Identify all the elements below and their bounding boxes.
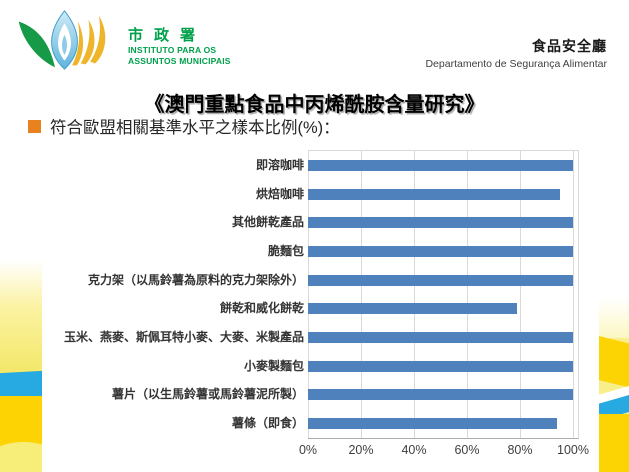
org-name-zh: 市政署 xyxy=(128,27,207,44)
department-name-pt: Departamento de Segurança Alimentar xyxy=(425,58,607,70)
org-name-block: 市政署 INSTITUTO PARA OS ASSUNTOS MUNICIPAI… xyxy=(128,24,231,66)
gridline xyxy=(467,151,468,438)
gridline xyxy=(414,151,415,438)
gridline xyxy=(308,151,309,438)
subtitle-text: 符合歐盟相關基準水平之樣本比例(%)： xyxy=(50,119,340,137)
bar xyxy=(308,159,573,171)
category-label: 薯條（即食） xyxy=(231,416,304,431)
gridline xyxy=(520,151,521,438)
bar xyxy=(308,274,573,286)
x-tick-label: 20% xyxy=(348,443,374,457)
category-label: 玉米、燕麥、斯佩耳特小麥、大麥、米製產品 xyxy=(63,330,304,345)
left-edge-decoration xyxy=(0,260,42,472)
plot-area xyxy=(308,150,579,439)
bar xyxy=(308,332,573,344)
bar xyxy=(308,389,573,401)
right-decoration-gold-bottom xyxy=(599,414,629,472)
org-name-pt: INSTITUTO PARA OS ASSUNTOS MUNICIPAIS xyxy=(128,45,231,66)
department-name-zh: 食品安全廳 xyxy=(532,38,607,54)
department-block: 食品安全廳 Departamento de Segurança Alimenta… xyxy=(425,36,607,70)
category-label: 其他餅乾產品 xyxy=(231,215,304,230)
x-tick-label: 80% xyxy=(507,443,533,457)
bar xyxy=(308,303,518,315)
category-label: 薯片（以生馬鈴薯或馬鈴薯泥所製） xyxy=(111,387,304,402)
category-label: 即溶咖啡 xyxy=(255,157,304,172)
bar xyxy=(308,245,573,257)
gridline xyxy=(573,151,574,438)
left-decoration-curve xyxy=(0,442,42,472)
category-label: 小麥製麵包 xyxy=(243,358,304,373)
category-labels: 即溶咖啡烘焙咖啡其他餅乾產品脆麵包克力架（以馬鈴薯為原料的克力架除外） 餅乾和威化… xyxy=(40,150,304,437)
bullet-square-icon xyxy=(28,119,41,133)
bar-chart: 即溶咖啡烘焙咖啡其他餅乾產品脆麵包克力架（以馬鈴薯為原料的克力架除外） 餅乾和威化… xyxy=(40,150,589,463)
gridline xyxy=(361,151,362,438)
subtitle-row: 符合歐盟相關基準水平之樣本比例(%)： xyxy=(28,114,340,138)
x-tick-label: 100% xyxy=(557,443,589,457)
right-decoration-gold-band xyxy=(599,335,629,389)
iam-lotus-logo-icon xyxy=(18,10,106,70)
bar xyxy=(308,418,558,430)
x-tick-label: 0% xyxy=(298,443,318,457)
page-title: 《澳門重點食品中丙烯酰胺含量研究》 xyxy=(144,94,485,116)
x-tick-label: 60% xyxy=(454,443,480,457)
bar xyxy=(308,217,573,229)
bar xyxy=(308,188,560,200)
category-label: 烘焙咖啡 xyxy=(255,186,304,201)
category-label: 脆麵包 xyxy=(267,243,304,258)
chart-body: 即溶咖啡烘焙咖啡其他餅乾產品脆麵包克力架（以馬鈴薯為原料的克力架除外） 餅乾和威化… xyxy=(40,150,579,439)
category-label: 克力架（以馬鈴薯為原料的克力架除外） xyxy=(87,272,304,287)
right-edge-decoration xyxy=(599,298,629,472)
org-name-pt-line1: INSTITUTO PARA OS xyxy=(128,45,217,55)
org-name-pt-line2: ASSUNTOS MUNICIPAIS xyxy=(128,55,231,66)
bar xyxy=(308,360,573,372)
x-axis-ticks: 0% 20% 40% 60% 80% 100% xyxy=(299,443,589,463)
category-label: 餅乾和威化餅乾 xyxy=(219,301,304,316)
left-decoration-fade xyxy=(0,260,42,378)
x-tick-label: 40% xyxy=(401,443,427,457)
